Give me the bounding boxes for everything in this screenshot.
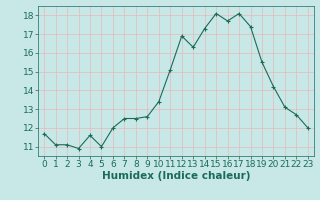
X-axis label: Humidex (Indice chaleur): Humidex (Indice chaleur) — [102, 171, 250, 181]
